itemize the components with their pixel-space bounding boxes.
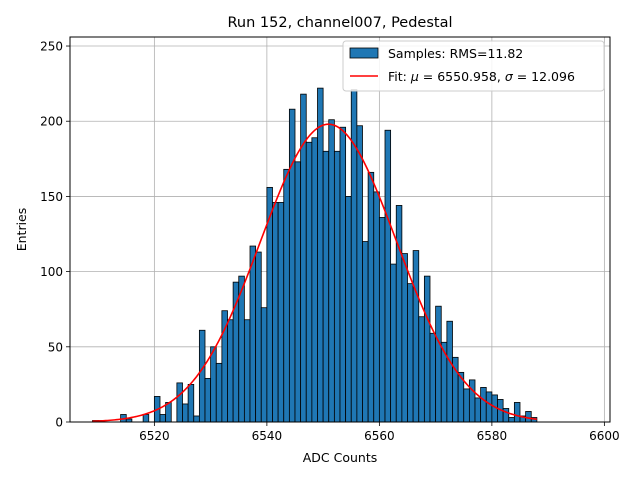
histogram-bar — [142, 414, 150, 423]
histogram-bar — [227, 319, 234, 423]
x-axis-ticks: 6520 6540 6560 6580 6600 — [139, 422, 620, 443]
histogram-bar — [412, 250, 420, 423]
histogram-bar — [429, 332, 437, 423]
histogram-bar — [401, 253, 408, 423]
histogram-bar — [215, 362, 223, 423]
histogram-bar — [384, 129, 392, 423]
y-tick-label: 100 — [40, 265, 63, 279]
histogram-bar — [238, 275, 245, 423]
fit-curve — [92, 123, 537, 423]
plot-frame — [69, 36, 611, 423]
x-axis-label: ADC Counts — [303, 450, 378, 465]
histogram-bar — [198, 329, 206, 423]
x-tick-label: 6520 — [139, 429, 170, 443]
histogram-bar — [525, 411, 532, 423]
histogram-bar — [210, 346, 217, 423]
histogram-bar — [249, 245, 257, 423]
histogram-bar — [356, 125, 363, 423]
histogram-bar — [407, 283, 414, 423]
histogram-bar — [423, 275, 431, 423]
y-tick-label: 50 — [48, 340, 63, 354]
histogram-bar — [480, 387, 487, 423]
y-tick-label: 150 — [40, 190, 63, 204]
histogram-bar — [204, 377, 212, 423]
histogram-bar — [255, 251, 262, 423]
x-tick-label: 6560 — [364, 429, 395, 443]
histogram-bar — [508, 417, 515, 423]
legend-histogram-label: Samples: RMS=11.82 — [388, 46, 523, 61]
histogram-bar — [193, 415, 200, 423]
histogram-bar — [468, 379, 476, 423]
histogram-bar — [345, 196, 352, 423]
histogram-bar — [390, 263, 397, 423]
histogram-bar — [182, 403, 189, 423]
x-tick-label: 6540 — [252, 429, 283, 443]
y-tick-label: 250 — [40, 40, 63, 54]
histogram-bars — [92, 87, 538, 423]
histogram-bar — [395, 205, 403, 423]
histogram-bar — [187, 384, 195, 423]
histogram-bar — [333, 150, 341, 423]
histogram-bar — [288, 108, 296, 423]
y-tick-label: 200 — [40, 115, 63, 129]
histogram-bar — [339, 126, 347, 423]
histogram-bar — [446, 320, 453, 423]
histogram-bar — [294, 161, 302, 423]
histogram-bar — [485, 391, 493, 423]
histogram-bar — [311, 137, 318, 423]
y-axis-label: Entries — [14, 208, 29, 252]
histogram-bar — [378, 217, 386, 423]
histogram-bar — [362, 241, 369, 423]
histogram-bar — [317, 87, 324, 423]
histogram-bar — [260, 307, 268, 423]
x-tick-label: 6580 — [477, 429, 508, 443]
histogram-bar — [159, 414, 167, 423]
histogram-bar — [367, 171, 375, 423]
histogram-bar — [350, 89, 358, 423]
histogram-bar — [474, 397, 482, 423]
histogram-bar — [277, 202, 285, 423]
histogram-bar — [418, 316, 425, 423]
histogram-bar — [513, 402, 521, 423]
histogram-bar — [463, 388, 470, 423]
legend: Samples: RMS=11.82 Fit: μ = 6550.958, σ … — [342, 40, 605, 92]
histogram-bar — [243, 319, 251, 423]
histogram-bar — [176, 382, 183, 423]
histogram-bar — [283, 168, 290, 423]
legend-histogram-swatch — [349, 47, 379, 59]
x-tick-label: 6600 — [589, 429, 620, 443]
legend-box — [342, 40, 605, 92]
histogram-bar — [305, 141, 313, 423]
histogram-bar — [322, 150, 330, 423]
y-axis-ticks: 0 50 100 150 200 250 — [40, 40, 70, 430]
histogram-bar — [435, 305, 442, 423]
y-tick-label: 0 — [55, 416, 63, 430]
histogram-bar — [272, 202, 279, 423]
histogram-bar — [373, 191, 380, 423]
chart-title: Run 152, channel007, Pedestal — [227, 15, 452, 31]
histogram-bar — [328, 119, 335, 423]
legend-fit-label: Fit: μ = 6550.958, σ = 12.096 — [388, 69, 575, 84]
